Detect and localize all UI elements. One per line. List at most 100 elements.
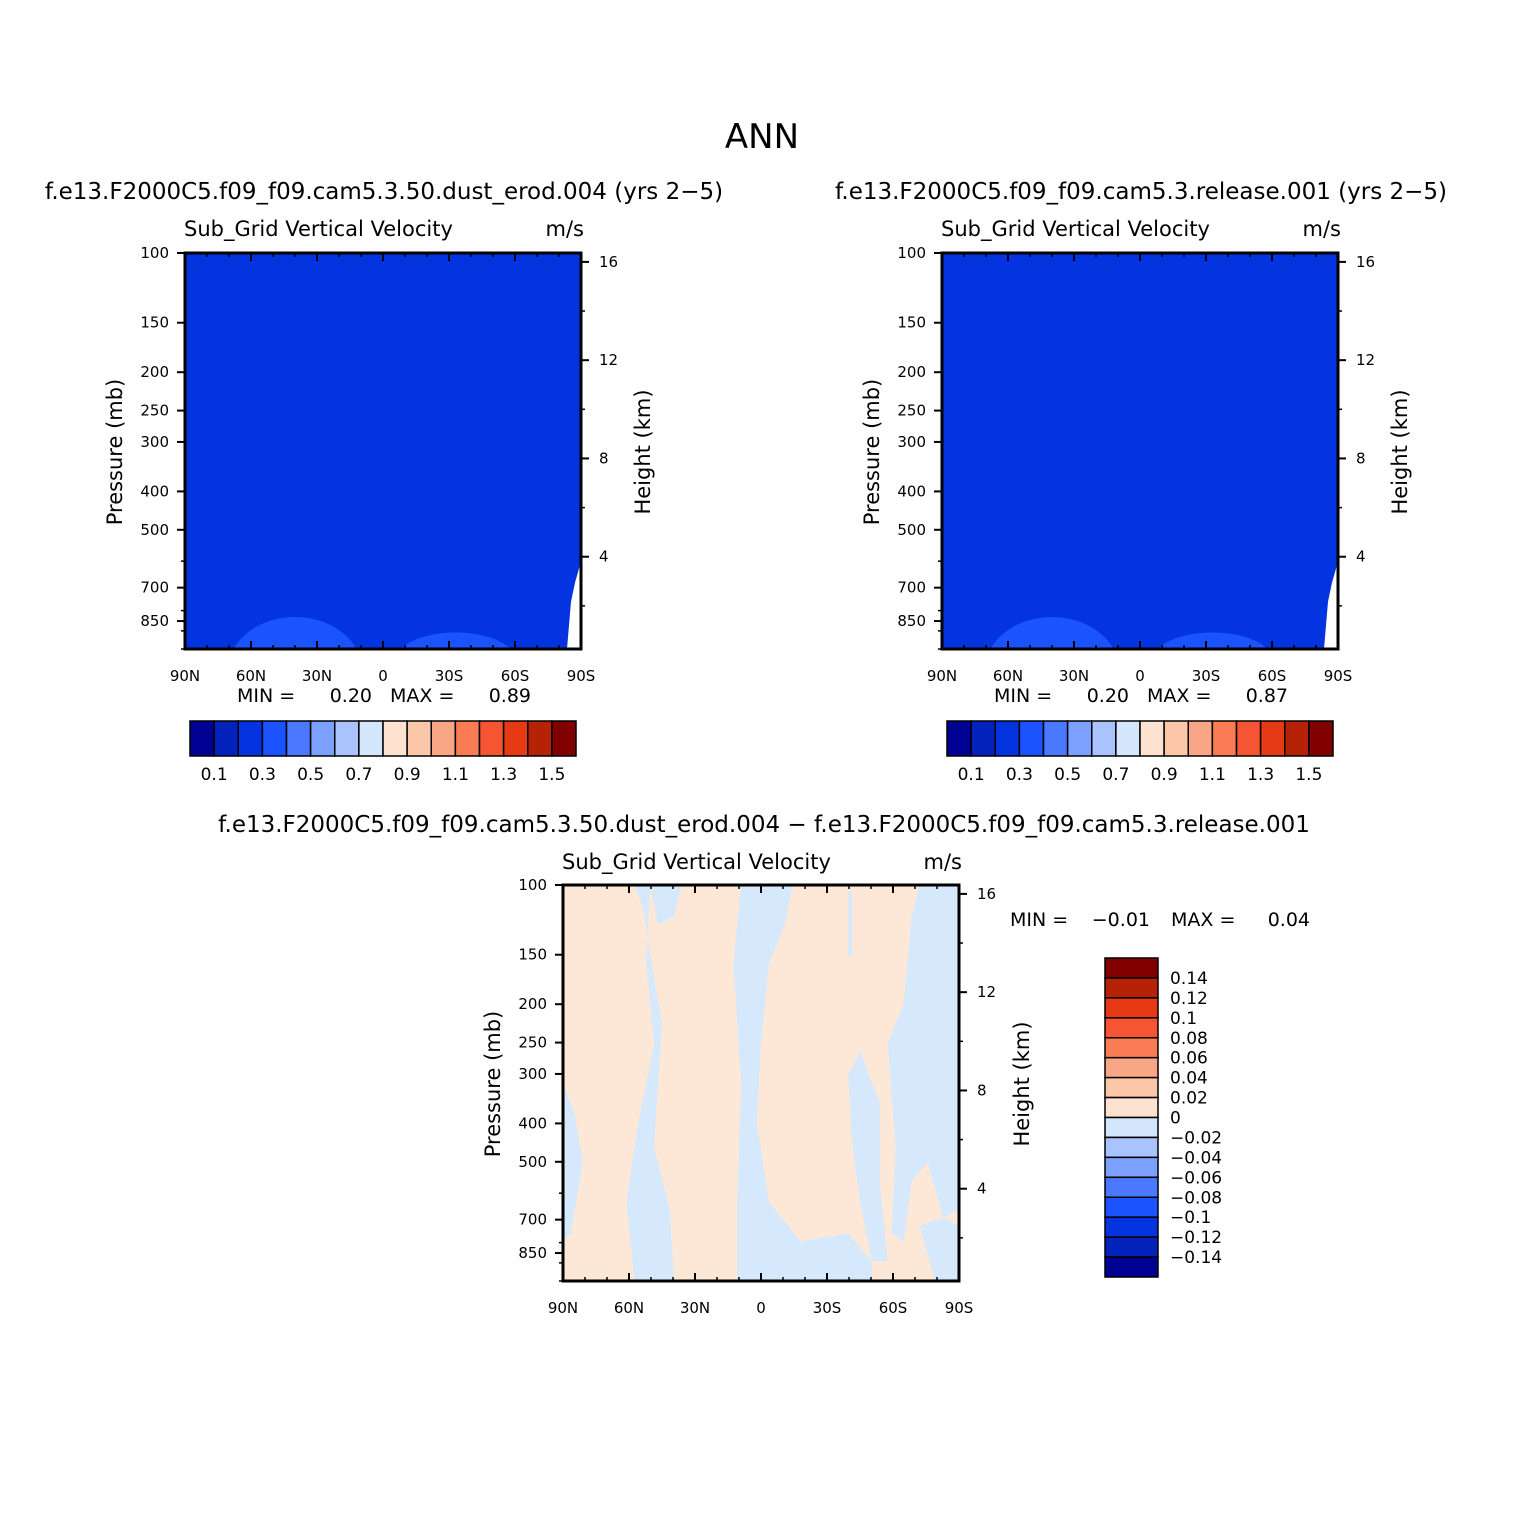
y-tick-label: 200 [518,995,547,1013]
colorbar-box [1066,720,1093,757]
colorbar-label: 0.06 [1170,1049,1208,1069]
colorbar-box [1115,720,1141,757]
colorbar-label: 0.14 [1170,969,1208,989]
colorbar-label: −0.14 [1170,1248,1222,1268]
antarctic-surface-mask [567,561,581,649]
colorbar-label: 0.5 [1054,765,1081,785]
diff-variable-title: Sub_Grid Vertical Velocity [562,850,831,875]
near-surface-maximum-north [990,616,1114,649]
colorbar-box [382,720,408,757]
colorbar-box [1163,720,1189,757]
case2-min-label: MIN = [994,685,1052,707]
colorbar-label: 0.7 [1102,765,1129,785]
colorbar-box [358,720,384,757]
colorbar-label: −0.02 [1170,1128,1222,1148]
x-tick-label: 90N [927,667,957,685]
x-tick-label: 60S [501,667,530,685]
case2-title: f.e13.F2000C5.f09_f09.cam5.3.release.001… [835,179,1447,205]
colorbar-box [1104,1236,1159,1258]
colorbar-box [1104,1076,1159,1099]
y-tick-label: 700 [140,579,169,597]
colorbar-label: 1.3 [490,765,517,785]
y2-tick-label: 16 [977,885,996,903]
colorbar-box [189,720,215,757]
colorbar-box [502,720,529,757]
colorbar-label: −0.12 [1170,1228,1222,1248]
diff-title: f.e13.F2000C5.f09_f09.cam5.3.50.dust_ero… [218,812,1310,838]
case1-min-label: MIN = [237,685,295,707]
y2-tick-label: 4 [977,1180,987,1198]
panel-case2: f.e13.F2000C5.f09_f09.cam5.3.release.001… [835,179,1447,785]
colorbar-box [1104,1116,1159,1139]
colorbar-box [309,720,336,757]
colorbar-label: 1.5 [538,765,565,785]
y-tick-label: 400 [140,482,169,500]
case2-max-value: 0.87 [1246,685,1288,707]
colorbar-label: 0.9 [394,765,421,785]
y2-tick-label: 16 [1356,253,1375,271]
colorbar-box [406,720,432,757]
y2-tick-label: 8 [599,449,609,467]
colorbar-box [1284,720,1310,757]
negative-region-5 [848,1051,888,1262]
y2-tick-label: 4 [1356,548,1366,566]
y-tick-label: 700 [897,579,926,597]
y-tick-label: 100 [140,244,169,262]
colorbar: 0.1 0.3 0.5 0.7 0.9 1.1 1.3 1.5 [946,720,1334,785]
case1-y-axis-title: Pressure (mb) [103,379,127,526]
negative-region-0 [563,1083,583,1242]
x-tick-label: 30N [1059,667,1089,685]
diff-units-label: m/s [924,850,962,874]
negative-region-1 [626,885,674,1281]
case1-max-label: MAX = [390,685,454,707]
x-tick-label: 90S [945,1299,974,1317]
colorbar-box [1104,977,1159,999]
y-tick-label: 700 [518,1211,547,1229]
negative-region-3 [733,885,809,1281]
colorbar-box [1235,720,1262,757]
y-tick-label: 150 [897,314,926,332]
plot-field-0 [185,253,581,649]
x-tick-label: 90S [567,667,596,685]
y2-tick-label: 16 [599,253,618,271]
y-tick-label: 100 [897,244,926,262]
colorbar-box [478,720,505,757]
colorbar-box [1091,720,1117,757]
negative-region-8 [919,1217,959,1281]
colorbar-label: 0.04 [1170,1069,1208,1089]
diff-max-label: MAX = [1171,909,1235,931]
x-tick-label: 30S [813,1299,842,1317]
y-tick-label: 100 [518,876,547,894]
x-tick-label: 30S [435,667,464,685]
y-tick-label: 250 [897,402,926,420]
y-tick-label: 300 [897,433,926,451]
colorbar-box [1187,720,1214,757]
colorbar-box [1018,720,1045,757]
colorbar-label: 1.5 [1295,765,1322,785]
case2-min-value: 0.20 [1087,685,1129,707]
negative-region-2 [650,885,682,925]
case1-title: f.e13.F2000C5.f09_f09.cam5.3.50.dust_ero… [45,179,723,205]
colorbar-label: 0.12 [1170,989,1208,1009]
case1-y2-axis-title: Height (km) [631,389,655,514]
near-surface-maximum-south [1157,632,1268,649]
x-tick-label: 90N [548,1299,578,1317]
y2-tick-label: 4 [599,548,609,566]
dominant-fill-region [942,253,1338,649]
x-tick-label: 60N [993,667,1023,685]
y-tick-label: 850 [897,612,926,630]
x-tick-label: 0 [378,667,388,685]
colorbar-box [527,720,553,757]
diff-min-label: MIN = [1010,909,1068,931]
near-surface-maximum-south [400,632,511,649]
colorbar-label: −0.06 [1170,1168,1222,1188]
colorbar-box [1259,720,1286,757]
y2-tick-label: 8 [977,1081,987,1099]
near-surface-maximum-north [233,616,357,649]
colorbar-label: −0.04 [1170,1148,1222,1168]
y-tick-label: 250 [518,1034,547,1052]
colorbar-label: 0.02 [1170,1089,1208,1109]
colorbar-label: 0.7 [345,765,372,785]
colorbar-label: 0 [1170,1109,1181,1129]
plot-field-1 [942,253,1338,649]
